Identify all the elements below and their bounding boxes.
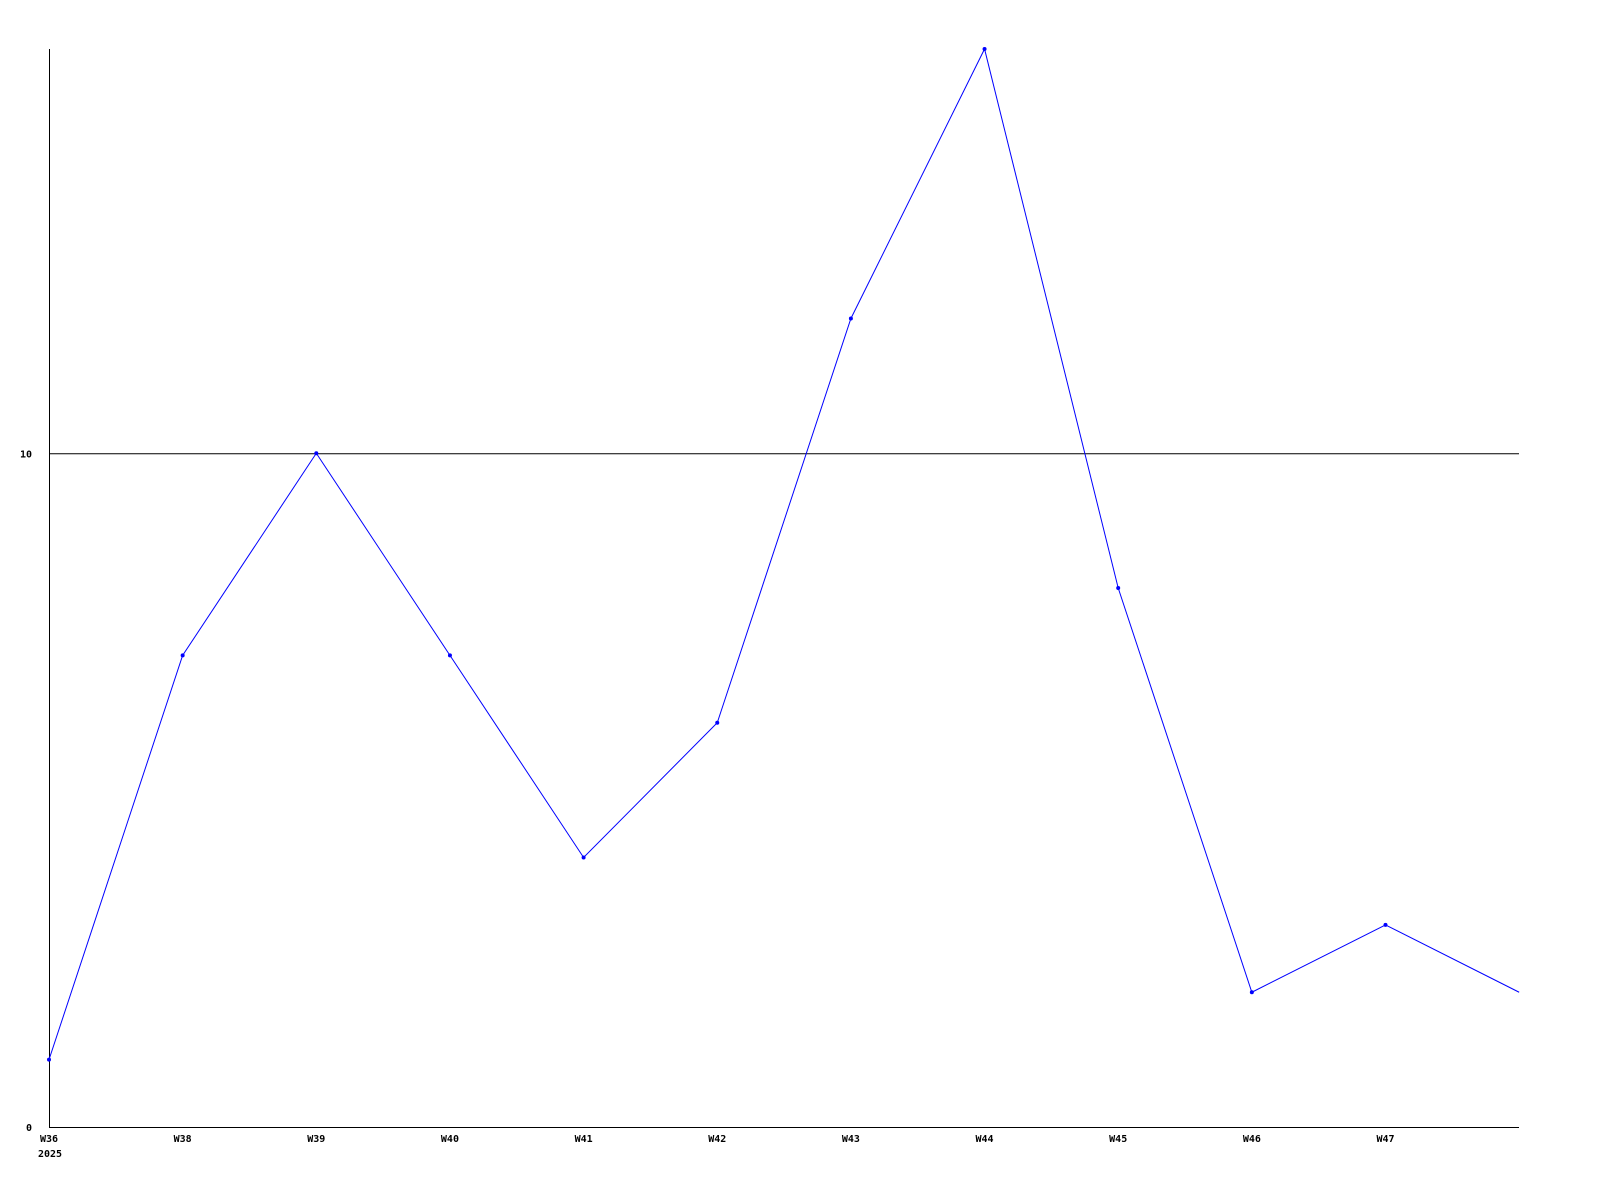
x-tick-label: W46 bbox=[1243, 1134, 1261, 1145]
data-point bbox=[982, 47, 987, 51]
x-tick-label: W45 bbox=[1109, 1134, 1127, 1145]
data-point bbox=[1383, 922, 1388, 927]
x-sublabel-year: 2025 bbox=[38, 1149, 62, 1160]
x-tick-label: W38 bbox=[174, 1134, 192, 1145]
data-point bbox=[447, 653, 452, 658]
x-tick-labels: 2025 W36 W38 W39 W40 W41 W42 W43 W44 W45 W46 W47 bbox=[38, 1134, 1395, 1160]
x-tick-label: W41 bbox=[575, 1134, 593, 1145]
data-point bbox=[848, 316, 853, 321]
x-tick-label: W44 bbox=[976, 1134, 994, 1145]
y-tick-label: 0 bbox=[26, 1123, 32, 1134]
y-tick-labels: 0 10 bbox=[20, 449, 32, 1134]
series-line bbox=[48, 47, 1520, 1060]
x-tick-label: W43 bbox=[842, 1134, 860, 1145]
data-point bbox=[1249, 990, 1254, 995]
series bbox=[47, 47, 1520, 1062]
data-point bbox=[581, 855, 586, 860]
data-point bbox=[715, 720, 720, 725]
data-point bbox=[47, 1057, 51, 1062]
data-point bbox=[314, 451, 319, 456]
x-tick-label: W39 bbox=[307, 1134, 325, 1145]
x-tick-label: W40 bbox=[441, 1134, 459, 1145]
y-tick-label: 10 bbox=[20, 449, 32, 460]
x-tick-label: W47 bbox=[1376, 1134, 1394, 1145]
data-point bbox=[1116, 586, 1121, 590]
x-tick-label: W42 bbox=[708, 1134, 726, 1145]
x-tick-label: W36 bbox=[40, 1134, 58, 1145]
data-point bbox=[180, 653, 185, 658]
